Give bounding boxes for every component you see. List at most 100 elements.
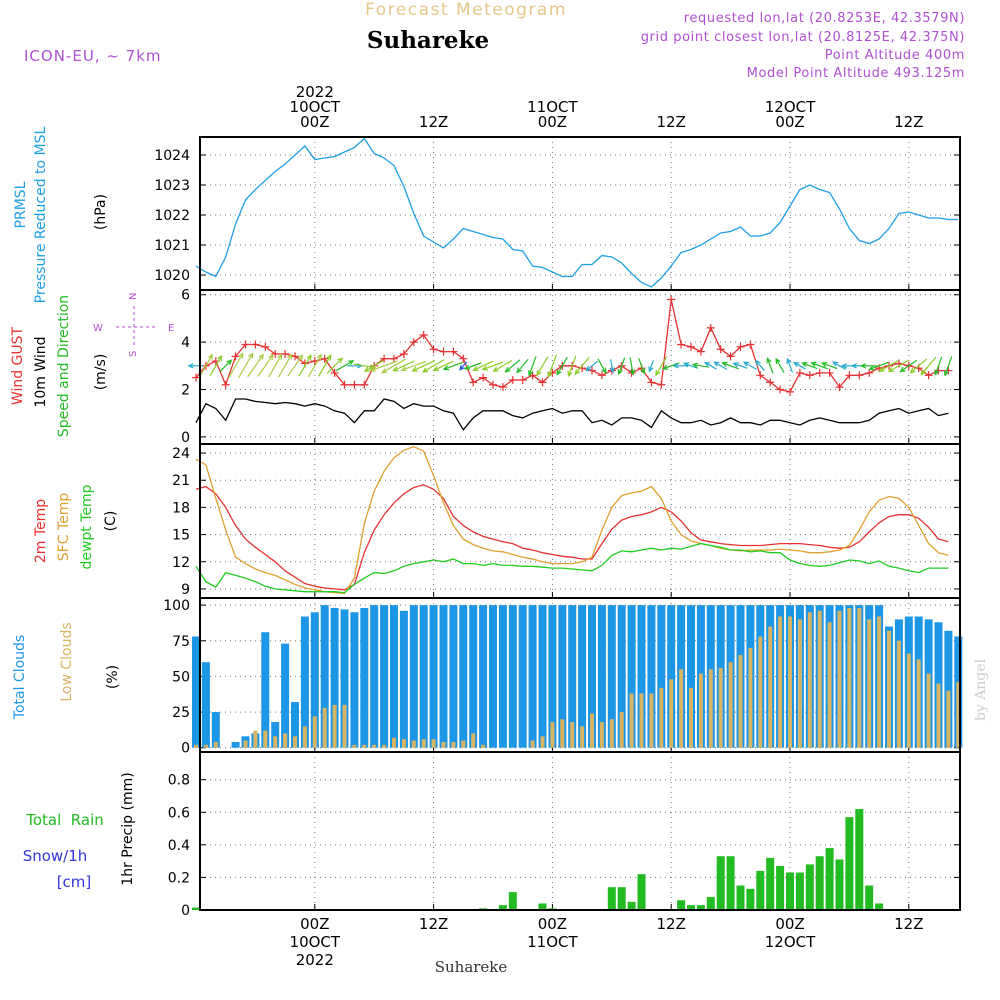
rain-bar [627, 901, 636, 910]
wind-arrow [287, 354, 304, 377]
cloud-low-bar [916, 659, 921, 748]
wind-arrow-head [297, 354, 304, 361]
cloud-low-bar [213, 742, 218, 748]
compass-south: S [128, 351, 139, 357]
cloud-low-bar [669, 679, 674, 748]
cloud-total-bar [429, 605, 438, 748]
cloud-low-bar [738, 655, 743, 748]
wind-arrow-shaft [493, 359, 513, 372]
y-tick-label-pressure: 1020 [154, 268, 190, 284]
gust-marker [845, 371, 854, 380]
gust-marker [281, 349, 290, 358]
wind-arrow-head [840, 363, 847, 369]
wind-arrow-head [528, 370, 534, 377]
cloud-low-bar [906, 653, 911, 748]
wind-gust-label: Wind GUST [10, 326, 26, 405]
rain-bar [637, 874, 646, 910]
wind-arrow-head [850, 363, 857, 369]
cloud-total-bar [281, 643, 290, 748]
y-tick-label-precip: 0 [181, 903, 190, 919]
gust-marker [192, 373, 200, 382]
cloud-total-bar [597, 605, 606, 748]
series-line-prmsl [195, 137, 959, 288]
gust-marker [657, 380, 666, 389]
y-tick-label-temperature: 12 [172, 555, 190, 571]
wind-arrow [766, 357, 774, 374]
wind-arrow-head [306, 354, 312, 361]
wind-arrow-shaft [422, 359, 445, 373]
gust-marker [251, 340, 260, 349]
cloud-low-bar [461, 740, 466, 748]
wind-arrow [318, 354, 332, 377]
wind-arrow-head [536, 370, 542, 377]
cloud-low-bar [342, 704, 347, 748]
wind-arrow [820, 362, 838, 370]
wind-arrow-head [859, 363, 867, 369]
wind-arrow-head [899, 366, 906, 373]
credit: by Angel [973, 658, 989, 721]
wind-arrow-shaft [693, 363, 709, 368]
gust-marker [231, 352, 240, 361]
cloud-total-bar [548, 605, 557, 748]
cloud-low-bar [649, 693, 654, 748]
cloud-low-bar [847, 607, 852, 748]
wind-arrow-shaft [516, 358, 529, 373]
temp-unit: (C) [103, 511, 119, 532]
compass-west: W [93, 323, 103, 334]
cloud-low-bar [451, 742, 456, 748]
wind-arrow-head [226, 359, 233, 366]
wind-arrow-shaft [257, 354, 274, 377]
wind-arrow [868, 361, 889, 371]
wind-arrow-head [943, 370, 949, 377]
wind-arrow [237, 352, 254, 379]
cloud-low-bar [550, 722, 555, 748]
wind-arrow-head [381, 368, 388, 374]
wind-arrow-shaft [879, 359, 899, 372]
cloud-low-bar [203, 744, 208, 748]
wind-arrow-head [392, 366, 399, 372]
wind-arrow-head [421, 367, 429, 373]
wind-arrow [793, 361, 806, 370]
wind-arrow-shaft [743, 361, 757, 370]
cloud-total-bar [192, 636, 200, 748]
wind-arrow-head [682, 362, 690, 368]
cloud-total-bar [271, 722, 280, 748]
wind-arrow [920, 356, 937, 376]
wind-arrow [472, 360, 494, 372]
rain-bar [875, 903, 884, 910]
wind-arrow-head [442, 365, 450, 371]
wind-arrow-shaft [227, 353, 244, 379]
wind-arrow [909, 358, 928, 374]
wind-arrow-head [909, 367, 916, 374]
wind-arrow [609, 359, 615, 374]
cloud-total-bar [498, 605, 507, 748]
cloud-total-bar [399, 610, 408, 748]
precip-snow-unit: [cm] [57, 873, 92, 891]
cloud-low-bar [758, 636, 763, 748]
wind-arrow [442, 361, 464, 371]
wind-arrow [655, 356, 668, 377]
gust-marker [479, 373, 488, 382]
y-tick-label-clouds: 75 [172, 634, 190, 650]
wind-arrow-head [472, 366, 479, 372]
wind-arrow-head [217, 354, 223, 361]
cloud-total-bar [528, 605, 537, 748]
wind-arrow-head [721, 361, 728, 367]
wind-arrow-head [400, 366, 407, 372]
gust-marker [508, 376, 517, 385]
rain-bar [865, 885, 874, 910]
wind-arrow-head [713, 361, 720, 367]
gust-marker [390, 354, 398, 363]
wind-arrow-head [369, 366, 376, 372]
wind-arrow [713, 361, 728, 370]
rain-bar [756, 870, 765, 910]
precip-rain-label: Total Rain [25, 811, 104, 829]
wind-arrow-shaft [869, 361, 889, 370]
wind-arrow-head [316, 353, 322, 360]
wind-arrow-shaft [704, 362, 717, 370]
gust-marker [380, 354, 389, 363]
gust-marker [756, 371, 765, 380]
wind-arrow-head [187, 363, 194, 369]
gust-marker [221, 380, 230, 389]
